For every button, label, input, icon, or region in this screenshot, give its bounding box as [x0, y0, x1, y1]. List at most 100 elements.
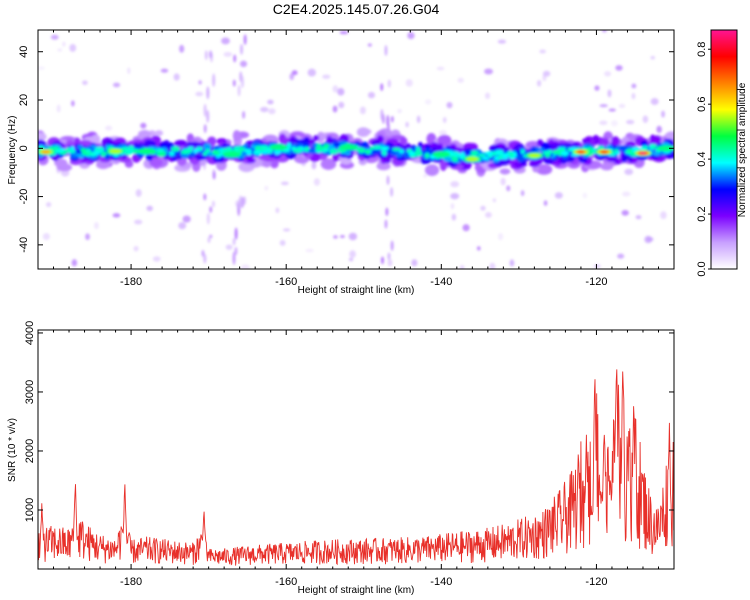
spectrogram-band-cell: [423, 148, 433, 153]
spectrogram-speckle: [480, 205, 486, 211]
spectrogram-speckle: [127, 67, 131, 75]
spectrogram-hotspot: [577, 150, 585, 154]
spectrogram-streak: [212, 171, 216, 180]
spectrogram-speckle: [133, 245, 139, 252]
spectrogram-hotspot: [137, 147, 156, 155]
spectrogram-band-cell: [262, 150, 268, 155]
spectrogram-speckle: [311, 161, 317, 170]
spectrogram-hotspot: [528, 153, 541, 158]
spectrogram-speckle: [497, 39, 507, 44]
spectrogram-band-cell: [437, 134, 452, 146]
spectrogram-hotspot: [339, 143, 358, 151]
spectrogram-speckle: [280, 181, 289, 186]
spectrogram-speckle: [484, 68, 494, 75]
spectrogram-speckle: [112, 82, 121, 88]
snr-x-tick-label: -160: [275, 576, 297, 588]
spectrogram-speckle: [223, 51, 233, 57]
spectrogram-speckle: [635, 215, 642, 220]
spectrogram-streak: [242, 110, 246, 119]
spectrogram-speckle: [424, 99, 432, 105]
spectrogram-streak: [238, 195, 242, 209]
spectrogram-band-cell: [137, 129, 152, 139]
snr-frame: [37, 329, 675, 570]
spectrogram-band-cell: [376, 162, 391, 171]
spectrogram-band-cell: [203, 143, 212, 151]
spectrogram-x-tick-label: -180: [120, 276, 142, 288]
spectrogram-speckle: [182, 215, 191, 223]
spectrogram-hotspot: [466, 157, 479, 162]
colorbar-tick-label: 0.0: [696, 261, 708, 276]
spectrogram-streak: [232, 237, 236, 246]
spectrogram-speckle: [436, 66, 445, 71]
spectrogram-speckle: [152, 256, 161, 262]
spectrogram-band-cell: [539, 147, 545, 153]
spectrogram-band-cell: [531, 158, 543, 165]
spectrogram-speckle: [607, 89, 612, 98]
spectrogram-band-cell: [542, 150, 552, 155]
spectrogram-speckle: [492, 198, 497, 203]
spectrogram-speckle: [594, 85, 600, 91]
snr-x-tick-label: -180: [120, 576, 142, 588]
spectrogram-band-cell: [291, 146, 297, 151]
spectrogram-band-cell: [621, 154, 629, 162]
spectrogram-band-cell: [313, 134, 320, 142]
spectrogram-speckle: [451, 213, 457, 221]
spectrogram-band-cell: [477, 153, 486, 158]
spectrogram-speckle: [178, 222, 187, 230]
spectrogram-speckle: [542, 70, 551, 77]
spectrogram-speckle: [225, 244, 233, 250]
spectrogram-speckle: [397, 108, 402, 114]
spectrogram-speckle: [332, 85, 339, 93]
spectrogram-band-cell: [323, 143, 330, 149]
spectrogram-speckle: [644, 235, 653, 244]
spectrogram-hotspot: [432, 151, 451, 158]
spectrogram-band-cell: [193, 148, 198, 154]
spectrogram-speckle: [313, 178, 321, 186]
colorbar: 0.0 0.2 0.4 0.6 0.8 Normalized spectral ampl…: [696, 29, 748, 277]
spectrogram-streak: [233, 54, 237, 63]
colorbar-scale: [710, 29, 738, 270]
spectrogram-band-cell: [246, 157, 256, 164]
spectrogram-band-cell: [38, 132, 47, 142]
spectrogram-streak: [385, 207, 389, 217]
spectrogram-band-cell: [650, 135, 662, 144]
spectrogram-band-cell: [94, 146, 105, 153]
spectrogram-streak: [203, 193, 207, 201]
spectrogram-hotspot: [222, 151, 241, 158]
spectrogram-speckle: [660, 211, 667, 220]
spectrogram-hotspot: [109, 149, 122, 154]
spectrogram-speckle: [146, 205, 153, 212]
colorbar-tick-label: 0.8: [696, 42, 708, 57]
spectrogram-band-cell: [405, 143, 412, 150]
spectrogram-speckle: [56, 104, 61, 113]
spectrogram-streak: [203, 103, 207, 117]
spectrogram-speckle: [387, 79, 391, 88]
spectrogram-speckle: [348, 257, 354, 262]
snr-x-tick-label: -120: [585, 576, 607, 588]
spectrogram-streak: [209, 50, 213, 59]
spectrogram-hotspot: [600, 150, 608, 154]
spectrogram-speckle: [332, 105, 338, 113]
spectrogram-speckle: [260, 106, 269, 113]
spectrogram-speckle: [38, 66, 45, 70]
spectrogram-speckle: [307, 68, 317, 77]
spectrogram-speckle: [624, 168, 634, 175]
spectrogram-streak: [243, 34, 247, 45]
spectrogram-band-cell: [439, 160, 447, 172]
spectrogram-speckle: [656, 125, 662, 134]
spectrogram-band-cell: [295, 146, 303, 153]
colorbar-tick-label: 0.6: [696, 97, 708, 112]
spectrogram-speckle: [543, 200, 548, 206]
spectrogram-speckle: [221, 37, 230, 45]
spectrogram-speckle: [536, 80, 542, 87]
spectrogram-y-axis-label: Frequency (Hz): [7, 116, 18, 185]
spectrogram-speckle: [582, 192, 588, 199]
spectrogram-speckle: [602, 30, 607, 33]
spectrogram-streak: [390, 240, 394, 251]
spectrogram-speckle: [85, 233, 90, 241]
spectrogram-speckle: [631, 92, 636, 100]
spectrogram-band-cell: [80, 148, 87, 152]
spectrogram-speckle: [489, 262, 496, 269]
spectrogram-speckle: [442, 117, 447, 123]
spectrogram-speckle: [459, 265, 465, 269]
